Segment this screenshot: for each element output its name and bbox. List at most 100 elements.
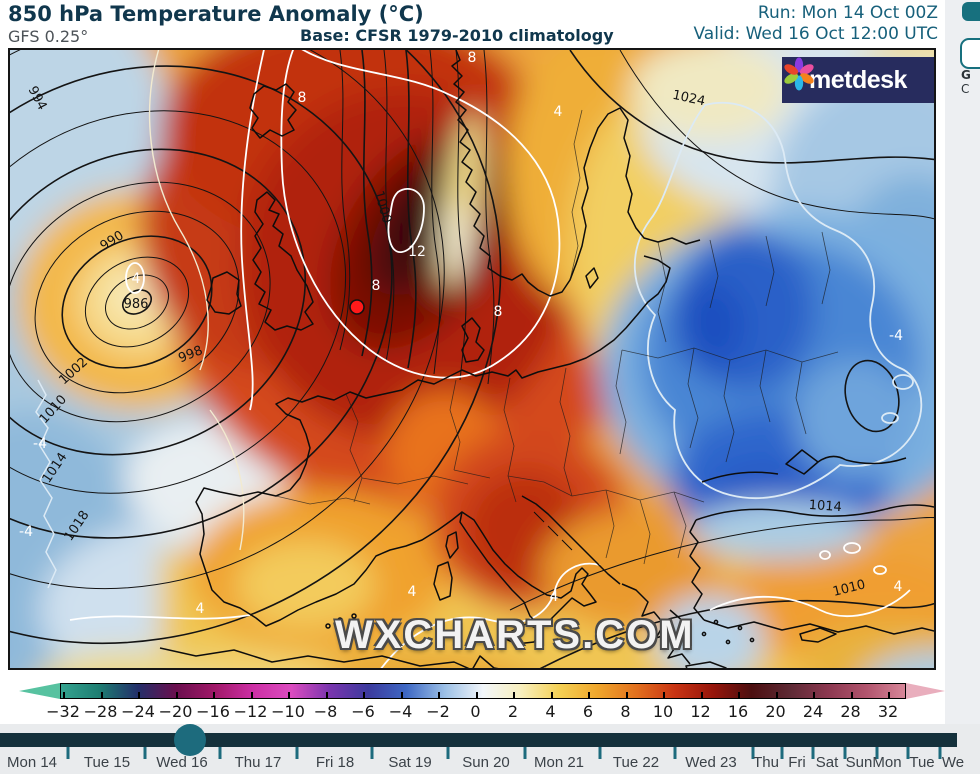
colorbar-tick-label: 6 xyxy=(582,702,594,721)
timeline-tick xyxy=(218,747,222,759)
colorbar-tick-label: −6 xyxy=(351,702,375,721)
colorbar-tick xyxy=(288,692,290,699)
timeline-day-mon-14[interactable]: Mon 14 xyxy=(6,754,58,771)
colorbar-tick-label: 10 xyxy=(652,702,674,721)
colorbar-tick xyxy=(775,692,778,699)
timeline-day-sat-19[interactable]: Sat 19 xyxy=(388,754,432,771)
anomaly-value-label: -4 xyxy=(19,524,33,540)
location-marker[interactable] xyxy=(349,299,365,315)
colorbar-tick-label: −2 xyxy=(426,702,450,721)
colorbar-tick-label: −8 xyxy=(313,702,338,721)
timeline-day-fri[interactable]: Fri xyxy=(788,754,806,771)
colorbar-tick xyxy=(625,692,628,699)
model-label: GFS 0.25° xyxy=(8,27,89,46)
colorbar-tick-label: 2 xyxy=(507,702,519,721)
timeline-tick xyxy=(143,747,147,759)
sidebar-text-fragment-2: C xyxy=(961,82,970,96)
colorbar-tick xyxy=(813,692,815,699)
colorbar-tick-label: −12 xyxy=(233,702,268,721)
sidebar-teal-button[interactable] xyxy=(962,2,980,21)
colorbar-tick-label: 28 xyxy=(840,702,861,721)
valid-time-label: Valid: Wed 16 Oct 12:00 UTC xyxy=(693,24,939,44)
timeline-day-tue-15[interactable]: Tue 15 xyxy=(83,754,131,771)
colorbar-tick xyxy=(550,692,553,699)
sidebar-outline-button[interactable] xyxy=(960,38,980,69)
anomaly-value-label: 4 xyxy=(196,601,205,617)
anomaly-value-label: 4 xyxy=(554,104,563,120)
timeline-day-we[interactable]: We xyxy=(941,754,965,771)
colorbar-tick-label: −20 xyxy=(158,702,193,721)
anomaly-value-label: 4 xyxy=(408,584,417,600)
timeline-day-mon[interactable]: Mon xyxy=(872,754,902,771)
colorbar-tick xyxy=(325,692,328,699)
colorbar-tick xyxy=(888,692,890,699)
timeline-day-thu[interactable]: Thu xyxy=(753,754,779,771)
timeline-tick xyxy=(906,747,910,759)
anomaly-value-label: 8 xyxy=(494,304,503,320)
colorbar-tick-label: −28 xyxy=(83,702,118,721)
timeline-tick xyxy=(673,747,677,759)
colorbar-tick-label: 16 xyxy=(727,702,749,721)
anomaly-value-label: 4 xyxy=(550,589,559,605)
colorbar-tick xyxy=(400,692,403,699)
logo-petal xyxy=(799,73,814,84)
anomaly-value-label: 8 xyxy=(468,50,477,66)
colorbar-tick xyxy=(663,692,665,699)
coastlines xyxy=(159,50,934,668)
colorbar-tick-label: −24 xyxy=(121,702,155,721)
colorbar-tick-label: −4 xyxy=(388,702,413,721)
timeline-tick xyxy=(66,747,70,759)
timeline-tick xyxy=(295,747,299,759)
country-borders xyxy=(275,109,839,565)
anomaly-contours xyxy=(35,50,923,668)
colorbar-tick xyxy=(738,692,740,699)
colorbar-tick-label: 4 xyxy=(545,702,556,721)
colorbar-tick-label: 24 xyxy=(802,702,824,721)
timeline-tick xyxy=(938,747,942,759)
anomaly-value-label: 8 xyxy=(372,278,381,294)
timeline-tick xyxy=(598,747,602,759)
colorbar-tick xyxy=(63,692,65,699)
isobar-value-label: 1024 xyxy=(671,88,706,110)
chart-title: 850 hPa Temperature Anomaly (°C) xyxy=(8,2,424,26)
timeline-handle[interactable] xyxy=(174,724,206,756)
logo-petal xyxy=(799,64,814,75)
colorbar-left-arrow xyxy=(19,683,60,699)
colorbar: −32 −28 −24 −20 −16 −12 −10 −8 −6 −4 −2 0 2 4 6 8 10 12 16… xyxy=(0,672,980,724)
timeline-track[interactable] xyxy=(0,733,957,747)
timeline: Mon 14 Tue 15 Wed 16 Thu 17 Fri 18 Sat 19 Sun … xyxy=(0,724,980,774)
timeline-day-thu-17[interactable]: Thu 17 xyxy=(234,754,282,771)
isobar-value-label: 1014 xyxy=(808,498,842,515)
anomaly-value-label: 8 xyxy=(298,90,307,106)
colorbar-tick xyxy=(588,692,590,699)
timeline-day-wed-23[interactable]: Wed 23 xyxy=(685,754,737,771)
timeline-tick xyxy=(370,747,374,759)
timeline-day-wed-16[interactable]: Wed 16 xyxy=(156,754,208,771)
colorbar-tick-label: −32 xyxy=(46,702,80,721)
colorbar-tick xyxy=(100,692,103,699)
logo-petal xyxy=(794,57,804,73)
logo-petal xyxy=(784,64,799,75)
weather-map-canvas[interactable]: 994 990 986 998 1002 1010 1014 1018 1000 1024 1014… xyxy=(8,48,936,670)
anomaly-value-label: 4 xyxy=(894,579,903,595)
timeline-day-tue-22[interactable]: Tue 22 xyxy=(612,754,660,771)
timeline-tick xyxy=(811,747,815,759)
colorbar-tick xyxy=(475,692,478,699)
isobar-value-label: 986 xyxy=(124,297,149,312)
anomaly-field xyxy=(10,50,934,668)
timeline-day-tue[interactable]: Tue xyxy=(909,754,935,771)
colorbar-tick-label: 0 xyxy=(470,702,481,721)
timeline-day-sun-20[interactable]: Sun 20 xyxy=(462,754,510,771)
timeline-day-sat[interactable]: Sat xyxy=(815,754,839,771)
logo-petal xyxy=(784,73,799,84)
metdesk-logo-text: metdesk xyxy=(809,65,907,94)
colorbar-tick-label: 8 xyxy=(620,702,631,721)
colorbar-tick xyxy=(213,692,215,699)
timeline-day-fri-18[interactable]: Fri 18 xyxy=(315,754,355,771)
timeline-day-sun[interactable]: Sun xyxy=(845,754,873,771)
timeline-day-mon-21[interactable]: Mon 21 xyxy=(533,754,585,771)
anomaly-value-label: 4 xyxy=(132,271,141,287)
run-time-label: Run: Mon 14 Oct 00Z xyxy=(757,3,938,23)
colorbar-tick xyxy=(250,692,253,699)
